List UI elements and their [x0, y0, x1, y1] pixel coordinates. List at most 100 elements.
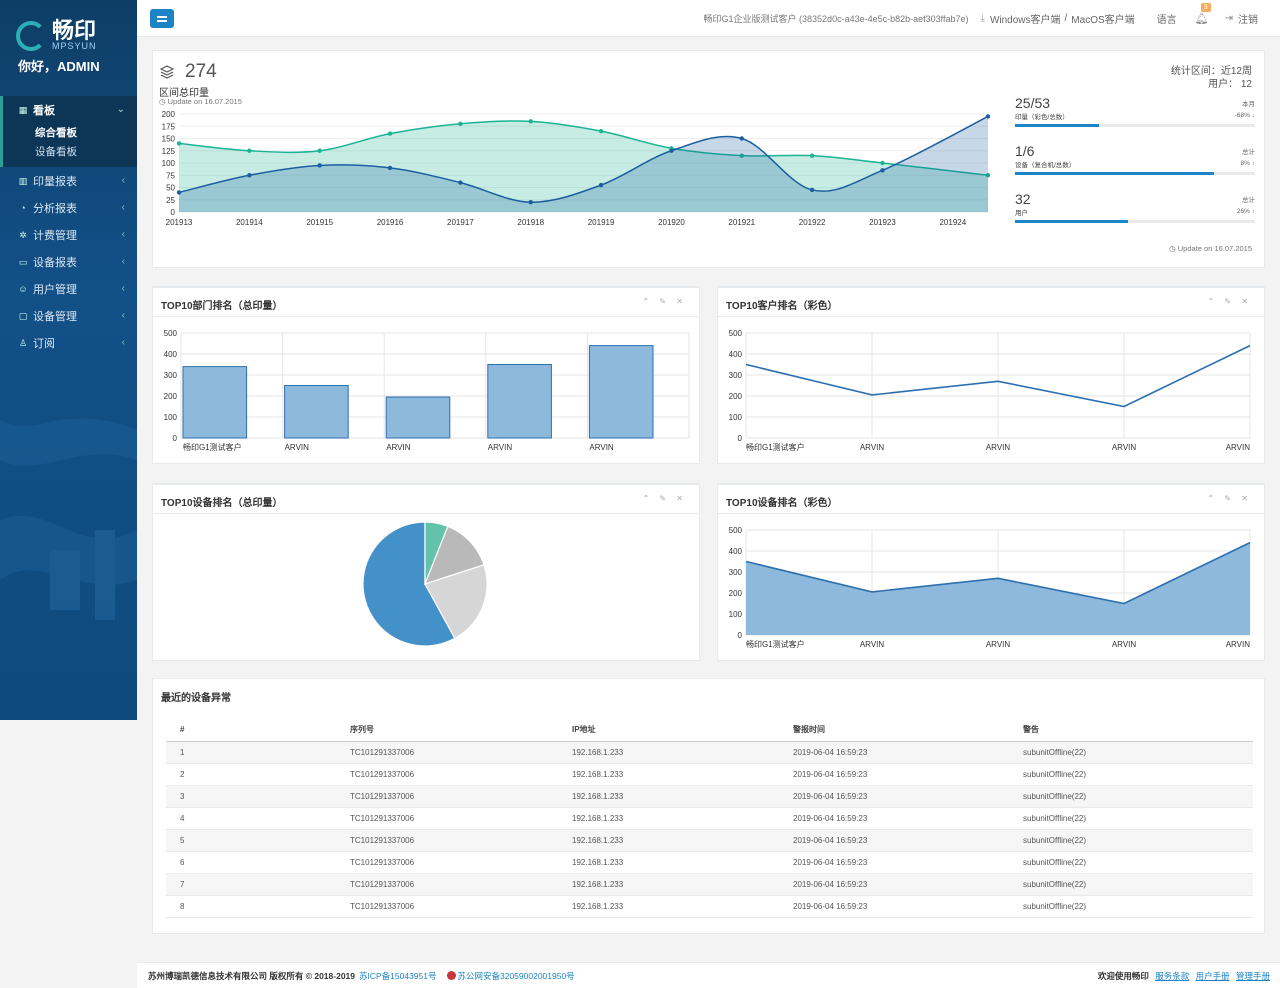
y-tick-label: 300 [164, 371, 178, 380]
sidebar-group-dashboard: ▦ 看板 ⌄ 综合看板 设备看板 [0, 96, 137, 167]
data-point [458, 121, 463, 126]
updated-timestamp-2: ◷ Update on 16.07.2015 [1169, 244, 1252, 253]
bar [385, 396, 451, 439]
data-point [739, 136, 744, 141]
sidebar-subitem-device-dashboard[interactable]: 设备看板 [35, 146, 77, 158]
user-manual-link[interactable]: 用户手册 [1195, 970, 1230, 981]
users-icon: ☺ [18, 283, 28, 294]
pie-slice [362, 521, 456, 647]
download-windows-link[interactable]: Windows客户端 [989, 14, 1061, 26]
kpi-change: 26% ↑ [1237, 208, 1255, 215]
box-tools[interactable]: ⌃ ✎ ✕ [642, 297, 687, 306]
terms-link[interactable]: 服务条款 [1155, 970, 1190, 981]
table-cell: 192.168.1.233 [558, 895, 779, 918]
logout-label: 注销 [1238, 14, 1258, 26]
table-cell: 2019-06-04 16:59:23 [779, 763, 1009, 786]
x-tick-label: 201914 [236, 218, 263, 227]
data-point [317, 148, 322, 153]
stats-panel: 274 区间总印量 ◷ Update on 16.07.2015 0 25 50 75… [152, 50, 1265, 268]
welcome-text: 欢迎使用畅印 [1097, 970, 1149, 981]
sidebar-item-print-report[interactable]: ▥ 印量报表 ‹ [0, 167, 137, 194]
data-point [669, 148, 674, 153]
box-tools[interactable]: ⌃ ✎ ✕ [1207, 297, 1252, 306]
sidebar-item-device-report[interactable]: ▭ 设备报表 ‹ [0, 248, 137, 275]
table-cell: subunitOffline(22) [1009, 873, 1253, 896]
pie-slice [424, 564, 488, 640]
sidebar-item-billing[interactable]: ✲ 计费管理 ‹ [0, 221, 137, 248]
data-point [528, 200, 533, 205]
admin-manual-link[interactable]: 管理手册 [1235, 970, 1270, 981]
department-bar-chart: 0 100 200 300 400 500 畅印G1测试客户 ARVIN ARVIN ARVIN A… [164, 329, 690, 452]
x-tick-label: 201921 [728, 218, 755, 227]
data-point [598, 182, 604, 188]
sidebar-item-subscription[interactable]: ♙ 订阅 ‹ [0, 329, 137, 356]
sidebar-item-dashboard[interactable]: ▦ 看板 ⌄ [3, 96, 137, 123]
table-row: 4 TC101291337006 192.168.1.233 2019-06-04 1… [166, 807, 1253, 830]
x-tick-label: ARVIN [1112, 640, 1137, 649]
sidebar-item-label: 设备报表 [33, 256, 77, 269]
box-tools[interactable]: ⌃ ✎ ✕ [642, 494, 687, 503]
police-record-link[interactable]: 苏公网安备32059002001950号 [457, 970, 575, 981]
table-cell: 192.168.1.233 [558, 785, 779, 808]
download-icon: ⤓ [980, 12, 985, 24]
x-tick-label: ARVIN [589, 443, 614, 452]
x-tick-label: 201920 [658, 218, 685, 227]
sidebar-item-label: 订阅 [33, 337, 55, 350]
y-tick-label: 100 [162, 159, 176, 168]
table-cell: 192.168.1.233 [558, 763, 779, 786]
table-cell: 192.168.1.233 [558, 741, 779, 764]
menu-toggle-button[interactable] [150, 9, 174, 28]
sidebar-subitem-overview[interactable]: 综合看板 [35, 127, 77, 139]
y-tick-label: 50 [166, 184, 175, 193]
weekly-prints-chart: 0 25 50 75 100 125 150 175 200 201913 201914 201915… [162, 110, 991, 227]
download-mac-link[interactable]: MacOS客户端 [1071, 14, 1135, 26]
data-point [458, 180, 463, 185]
layers-icon [160, 65, 174, 79]
box-tools[interactable]: ⌃ ✎ ✕ [1207, 494, 1252, 503]
y-tick-label: 175 [162, 122, 176, 131]
kpi-change: -68% ↓ [1235, 112, 1255, 119]
table-cell: TC101291337006 [336, 829, 558, 852]
box-title-text: 最近的设备异常 [161, 693, 231, 704]
y-tick-label: 100 [164, 413, 178, 422]
x-tick-label: 畅印G1测试客户 [746, 639, 805, 649]
x-tick-label: 201918 [517, 218, 544, 227]
column-header[interactable]: 序列号 [336, 719, 558, 742]
notifications-button[interactable]: 🔔︎ 3 [1195, 2, 1211, 25]
table-cell: 2019-06-04 16:59:23 [779, 873, 1009, 896]
column-header[interactable]: # [166, 719, 336, 742]
device-icon: ▭ [18, 256, 28, 267]
sidebar-item-label: 看板 [33, 104, 55, 117]
icp-link[interactable]: 苏ICP备15043951号 [359, 970, 437, 981]
updated-text: Update on 16.07.2015 [1177, 244, 1252, 253]
top10-department-box: TOP10部门排名（总印量） ⌃ ✎ ✕ 0 100 200 300 400 500 畅印G… [152, 286, 700, 464]
user-icon: ♙ [18, 337, 28, 348]
sidebar-item-analysis-report[interactable]: ◔ 分析报表 ‹ [0, 194, 137, 221]
table-cell: 192.168.1.233 [558, 807, 779, 830]
column-header[interactable]: 警告 [1009, 719, 1253, 742]
x-tick-label: ARVIN [986, 640, 1011, 649]
column-header[interactable]: IP地址 [558, 719, 779, 742]
logo[interactable]: 畅印 MPSYUN [16, 20, 97, 51]
table-cell: 7 [166, 873, 336, 896]
footer-links: 欢迎使用畅印 服务条款 用户手册 管理手册 [1098, 970, 1270, 982]
kpi-change-value: 26% [1236, 208, 1250, 215]
language-button[interactable]: 语言 [1156, 14, 1177, 26]
table-cell: 2019-06-04 16:59:23 [779, 785, 1009, 808]
series-line [745, 344, 1251, 408]
kpi-progress-fill [1015, 220, 1128, 223]
recent-alerts-box: 最近的设备异常 # 序列号 IP地址 警报时间 警告 1 TC1012913370… [152, 678, 1265, 934]
x-tick-label: ARVIN [1112, 443, 1137, 452]
table-row: 7 TC101291337006 192.168.1.233 2019-06-04 1… [166, 873, 1253, 896]
logout-button[interactable]: ⇥ 注销 [1225, 11, 1258, 26]
customer-line-chart: 0 100 200 300 400 500 畅印G1测试客户 ARVIN ARVIN ARVIN A… [729, 329, 1251, 452]
y-tick-label: 0 [738, 631, 743, 640]
table-cell: TC101291337006 [336, 895, 558, 918]
pie-icon: ◔ [20, 202, 26, 213]
table-cell: subunitOffline(22) [1009, 851, 1253, 874]
box-title: TOP10设备排名（彩色） ⌃ ✎ ✕ [718, 485, 1264, 514]
sidebar-item-device-management[interactable]: ▢ 设备管理 ‹ [0, 302, 137, 329]
column-header[interactable]: 警报时间 [779, 719, 1009, 742]
sidebar-item-user-management[interactable]: ☺ 用户管理 ‹ [0, 275, 137, 302]
kpi-period: 总计 [1242, 197, 1255, 204]
